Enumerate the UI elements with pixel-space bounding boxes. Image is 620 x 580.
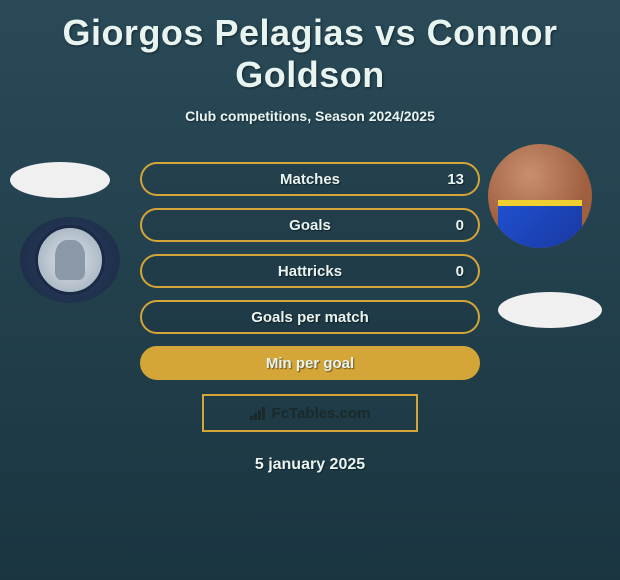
stat-value-right: 13: [447, 171, 464, 188]
badge-figure-icon: [55, 240, 85, 280]
stat-rows-container: Matches 13 Goals 0 Hattricks 0 Goals per…: [140, 162, 480, 380]
page-title: Giorgos Pelagias vs Connor Goldson: [0, 12, 620, 96]
header: Giorgos Pelagias vs Connor Goldson Club …: [0, 0, 620, 124]
stat-label: Goals: [289, 217, 331, 234]
player-right-club-badge-placeholder: [498, 292, 602, 328]
stat-label: Hattricks: [278, 263, 342, 280]
stat-row-min-per-goal: Min per goal: [140, 346, 480, 380]
badge-graphic: [35, 225, 105, 295]
chart-icon: [250, 406, 268, 420]
stat-row-goals: Goals 0: [140, 208, 480, 242]
stat-value-right: 0: [456, 217, 464, 234]
stat-row-matches: Matches 13: [140, 162, 480, 196]
stat-row-hattricks: Hattricks 0: [140, 254, 480, 288]
footer-date: 5 january 2025: [0, 456, 620, 474]
branding-box[interactable]: FcTables.com: [202, 394, 418, 432]
main-comparison: Matches 13 Goals 0 Hattricks 0 Goals per…: [0, 162, 620, 380]
stat-label: Goals per match: [251, 309, 369, 326]
player-right-avatar: [488, 144, 592, 248]
stat-value-right: 0: [456, 263, 464, 280]
stat-label: Min per goal: [266, 355, 354, 372]
player-left-club-badge: [20, 217, 120, 303]
player-left-avatar-placeholder: [10, 162, 110, 198]
stat-label: Matches: [280, 171, 340, 188]
branding-label: FcTables.com: [272, 405, 371, 422]
page-subtitle: Club competitions, Season 2024/2025: [0, 108, 620, 124]
stat-row-goals-per-match: Goals per match: [140, 300, 480, 334]
